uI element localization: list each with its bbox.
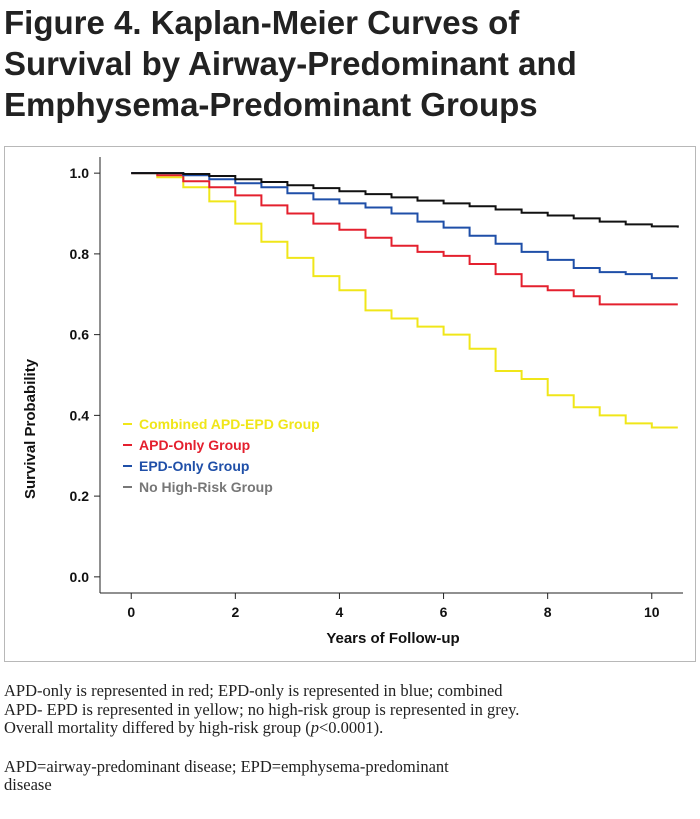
x-tick-label: 0 bbox=[127, 604, 135, 620]
figure-title-line-2: Survival by Airway-Predominant and bbox=[4, 45, 577, 82]
x-tick-label: 4 bbox=[336, 604, 344, 620]
survival-curve-combined-apd-epd-group bbox=[131, 172, 678, 429]
legend-label: No High-Risk Group bbox=[139, 479, 273, 495]
caption-line-5: disease bbox=[4, 775, 52, 794]
caption-line-2: APD- EPD is represented in yellow; no hi… bbox=[4, 699, 520, 719]
legend: Combined APD-EPD Group APD-Only Group EPD-… bbox=[123, 416, 320, 495]
y-tick-label: 0.0 bbox=[70, 569, 90, 585]
axes-group: 0.0 0.2 0.4 0.6 0.8 1.0 0 2 4 6 8 10 bbox=[70, 157, 683, 620]
p-value-symbol: p bbox=[310, 718, 319, 737]
caption-line-1: APD-only is represented in red; EPD-only… bbox=[4, 681, 503, 700]
caption-line-3-text: Overall mortality differed by high-risk … bbox=[4, 718, 311, 737]
y-axis-label: Survival Probability bbox=[22, 358, 39, 499]
curves-group bbox=[131, 172, 679, 429]
y-tick-label: 1.0 bbox=[70, 165, 90, 181]
y-tick-label: 0.4 bbox=[70, 407, 90, 423]
x-tick-label: 10 bbox=[644, 604, 660, 620]
kaplan-meier-chart: 0.0 0.2 0.4 0.6 0.8 1.0 0 2 4 6 8 10 Combined APD-E… bbox=[22, 157, 683, 647]
caption-line-4: APD=airway-predominant disease; EPD=emph… bbox=[4, 756, 449, 776]
figure-caption: APD-only is represented in red; EPD-only… bbox=[4, 681, 698, 795]
caption-line-3-tail: <0.0001). bbox=[318, 718, 384, 737]
y-tick-label: 0.2 bbox=[70, 488, 90, 504]
y-tick-label: 0.6 bbox=[70, 327, 90, 343]
survival-curve-no-high-risk-group bbox=[131, 172, 679, 228]
figure-title-line-1: Figure 4. Kaplan-Meier Curves of bbox=[4, 4, 520, 41]
figure-title-line-3: Emphysema-Predominant Groups bbox=[4, 86, 538, 123]
x-tick-label: 2 bbox=[231, 604, 239, 620]
x-tick-label: 6 bbox=[440, 604, 448, 620]
caption-line-3: Overall mortality differed by high-risk … bbox=[4, 718, 698, 738]
x-tick-label: 8 bbox=[544, 604, 552, 620]
legend-label: APD-Only Group bbox=[139, 437, 250, 453]
survival-curve-apd-only-group bbox=[131, 172, 678, 306]
legend-label: EPD-Only Group bbox=[139, 458, 249, 474]
survival-curve-epd-only-group bbox=[131, 172, 678, 280]
y-tick-label: 0.8 bbox=[70, 246, 90, 262]
figure-title: Figure 4. Kaplan-Meier Curves of Surviva… bbox=[4, 2, 694, 125]
chart-frame: 0.0 0.2 0.4 0.6 0.8 1.0 0 2 4 6 8 10 Combined APD-E… bbox=[4, 146, 696, 662]
legend-label: Combined APD-EPD Group bbox=[139, 416, 320, 432]
x-axis-label: Years of Follow-up bbox=[326, 630, 459, 647]
